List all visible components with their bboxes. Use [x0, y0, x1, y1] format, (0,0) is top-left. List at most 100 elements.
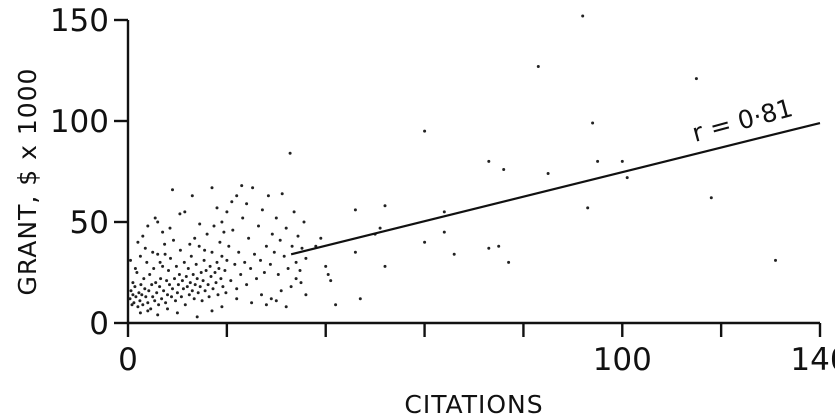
data-point — [168, 283, 171, 287]
data-point — [161, 230, 165, 234]
data-point — [257, 224, 260, 228]
data-point — [199, 271, 203, 274]
data-point — [324, 264, 328, 268]
data-point — [147, 289, 151, 293]
data-point — [177, 273, 181, 276]
data-point — [217, 267, 221, 270]
data-point — [194, 262, 198, 266]
data-point — [183, 210, 187, 214]
data-point — [146, 224, 150, 228]
data-point — [150, 283, 154, 287]
data-point — [179, 295, 183, 299]
tick-labels: 0 50 100 150 0 100 140 — [50, 3, 835, 378]
data-point — [298, 269, 302, 272]
data-point — [169, 256, 172, 260]
data-point — [497, 244, 501, 248]
x-tick-label-140: 140 — [790, 342, 835, 378]
data-point — [304, 256, 308, 260]
data-point — [156, 252, 160, 256]
data-point — [168, 226, 172, 230]
data-point — [536, 65, 540, 68]
data-point — [208, 264, 212, 268]
data-point — [383, 204, 387, 208]
data-point — [250, 301, 254, 305]
data-point — [220, 254, 224, 258]
data-point — [185, 285, 189, 289]
data-point — [292, 210, 296, 214]
data-point — [442, 230, 446, 234]
data-point — [170, 295, 173, 299]
data-point — [294, 277, 298, 281]
data-point — [487, 246, 491, 250]
data-point — [319, 236, 323, 240]
data-point — [156, 220, 160, 224]
data-point — [139, 283, 143, 287]
data-point — [329, 279, 333, 283]
data-point — [136, 240, 140, 244]
data-point — [180, 279, 184, 283]
data-point — [128, 297, 132, 301]
data-point — [442, 210, 446, 214]
data-point — [171, 287, 174, 291]
data-point — [284, 305, 288, 309]
data-point — [145, 260, 149, 264]
data-point — [245, 283, 249, 287]
data-point — [191, 273, 195, 276]
data-point — [210, 186, 214, 190]
data-point — [507, 260, 511, 264]
data-point — [174, 299, 177, 303]
data-point — [286, 267, 290, 270]
data-point — [203, 248, 207, 252]
data-point — [135, 271, 139, 274]
data-point — [154, 281, 158, 285]
data-point — [279, 289, 283, 293]
data-point — [596, 159, 600, 163]
data-point — [146, 301, 150, 305]
data-point — [138, 299, 142, 303]
data-point — [353, 208, 357, 212]
data-point — [196, 291, 200, 295]
data-point — [253, 252, 256, 256]
data-point — [423, 129, 427, 133]
data-point — [152, 267, 156, 270]
data-point — [133, 285, 137, 289]
x-tick-label-100: 100 — [593, 342, 652, 378]
data-point — [132, 301, 136, 305]
data-point — [190, 289, 194, 293]
data-point — [274, 216, 278, 220]
data-point — [235, 194, 239, 198]
data-point — [183, 303, 187, 307]
data-point — [172, 238, 175, 242]
data-point — [251, 186, 255, 190]
data-point — [546, 172, 550, 175]
data-point — [290, 244, 294, 248]
data-point — [136, 305, 140, 309]
data-point — [225, 258, 229, 262]
data-point — [274, 299, 278, 303]
data-point — [302, 220, 306, 224]
y-tick-label-50: 50 — [70, 205, 109, 241]
data-point — [229, 279, 233, 283]
data-point — [581, 14, 585, 18]
data-point — [215, 206, 219, 210]
data-point — [260, 208, 264, 212]
data-point — [230, 200, 234, 204]
data-point — [264, 303, 268, 307]
data-point — [423, 240, 427, 244]
data-point — [694, 77, 698, 81]
data-point — [282, 254, 286, 258]
data-point — [162, 289, 166, 293]
data-point — [143, 246, 147, 250]
data-point — [225, 210, 229, 214]
x-axis-label: CITATIONS — [404, 390, 543, 419]
data-point — [189, 254, 193, 258]
data-point — [224, 291, 228, 295]
data-point — [188, 281, 192, 285]
data-point — [198, 285, 202, 289]
data-point — [220, 305, 224, 309]
data-point — [164, 301, 168, 305]
data-point — [222, 230, 226, 234]
data-point — [625, 176, 629, 180]
data-point — [160, 297, 164, 301]
